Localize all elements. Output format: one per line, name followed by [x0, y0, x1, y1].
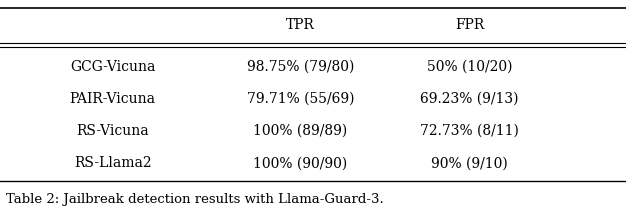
- Text: GCG-Vicuna: GCG-Vicuna: [70, 59, 155, 74]
- Text: 100% (90/90): 100% (90/90): [254, 156, 347, 170]
- Text: FPR: FPR: [455, 18, 484, 32]
- Text: 100% (89/89): 100% (89/89): [254, 124, 347, 138]
- Text: 98.75% (79/80): 98.75% (79/80): [247, 59, 354, 74]
- Text: Table 2: Jailbreak detection results with Llama-Guard-3.: Table 2: Jailbreak detection results wit…: [6, 193, 384, 206]
- Text: PAIR-Vicuna: PAIR-Vicuna: [69, 92, 156, 106]
- Text: RS-Llama2: RS-Llama2: [74, 156, 151, 170]
- Text: RS-Vicuna: RS-Vicuna: [76, 124, 149, 138]
- Text: 50% (10/20): 50% (10/20): [427, 59, 512, 74]
- Text: 79.71% (55/69): 79.71% (55/69): [247, 92, 354, 106]
- Text: 69.23% (9/13): 69.23% (9/13): [420, 92, 519, 106]
- Text: 72.73% (8/11): 72.73% (8/11): [420, 124, 519, 138]
- Text: 90% (9/10): 90% (9/10): [431, 156, 508, 170]
- Text: TPR: TPR: [286, 18, 315, 32]
